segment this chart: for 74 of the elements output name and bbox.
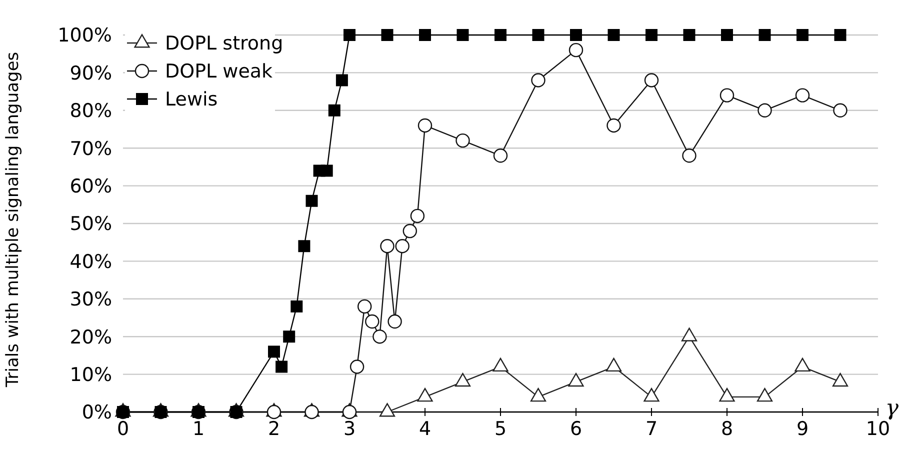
point <box>276 360 288 373</box>
y-tick-label: 90% <box>70 62 112 84</box>
y-tick-label: 80% <box>70 100 112 122</box>
point <box>344 29 356 41</box>
point <box>720 88 734 102</box>
x-tick-label: 10 <box>866 418 890 440</box>
y-tick-label: 20% <box>70 326 112 348</box>
y-tick-label: 70% <box>70 138 112 160</box>
y-tick-label: 100% <box>58 24 112 47</box>
y-tick-label: 50% <box>70 213 112 236</box>
x-tick-label: 3 <box>343 418 356 440</box>
point <box>683 29 696 41</box>
x-tick-label: 2 <box>268 418 280 440</box>
point <box>395 239 410 254</box>
point <box>758 103 772 118</box>
y-tick-label: 0% <box>82 402 112 424</box>
point <box>342 404 357 420</box>
point <box>402 224 418 238</box>
point <box>608 29 620 41</box>
y-tick-label: 10% <box>70 364 112 386</box>
y-tick-label: 60% <box>70 175 112 198</box>
x-tick-label: 8 <box>720 418 734 440</box>
point <box>758 29 771 41</box>
point <box>304 404 319 420</box>
point <box>682 148 696 163</box>
x-tick-label: 7 <box>645 418 658 440</box>
point <box>336 74 348 86</box>
point <box>418 118 432 133</box>
point <box>646 29 658 41</box>
point <box>570 29 582 41</box>
point <box>320 164 333 177</box>
point <box>388 314 402 329</box>
legend-label: Lewis <box>165 88 218 111</box>
point <box>290 300 303 312</box>
point <box>834 29 846 41</box>
legend-label: DOPL strong <box>165 32 284 55</box>
point <box>266 404 282 420</box>
point <box>380 239 394 254</box>
point <box>268 346 280 358</box>
point <box>410 208 425 224</box>
point <box>350 360 364 374</box>
x-tick-label: 4 <box>418 418 432 440</box>
point <box>365 314 380 329</box>
point <box>357 299 372 314</box>
point <box>298 240 310 252</box>
point <box>419 29 431 41</box>
point <box>532 29 544 41</box>
x-tick-label: 0 <box>116 418 130 440</box>
y-tick-label: 40% <box>70 250 112 273</box>
point <box>644 73 659 88</box>
point <box>721 29 733 41</box>
point <box>493 148 508 163</box>
point <box>456 29 469 41</box>
x-tick-label: 6 <box>570 418 582 440</box>
point <box>283 330 296 343</box>
point <box>372 330 387 344</box>
y-tick-label: 30% <box>70 288 112 311</box>
point <box>833 103 848 118</box>
point <box>606 118 621 133</box>
point <box>381 29 394 41</box>
x-tick-label: 5 <box>494 418 507 440</box>
point <box>795 88 810 102</box>
y-axis-title: Trials with multiple signaling languages <box>3 52 23 388</box>
point <box>568 42 584 58</box>
point <box>531 73 546 88</box>
point <box>456 133 470 148</box>
point <box>306 194 318 207</box>
point <box>328 104 340 116</box>
x-tick-label: 9 <box>796 418 809 440</box>
x-axis-title: γ <box>885 396 900 421</box>
point <box>494 29 506 41</box>
point <box>796 29 808 41</box>
x-tick-label: 1 <box>192 418 205 440</box>
legend-label: DOPL weak <box>165 60 273 83</box>
